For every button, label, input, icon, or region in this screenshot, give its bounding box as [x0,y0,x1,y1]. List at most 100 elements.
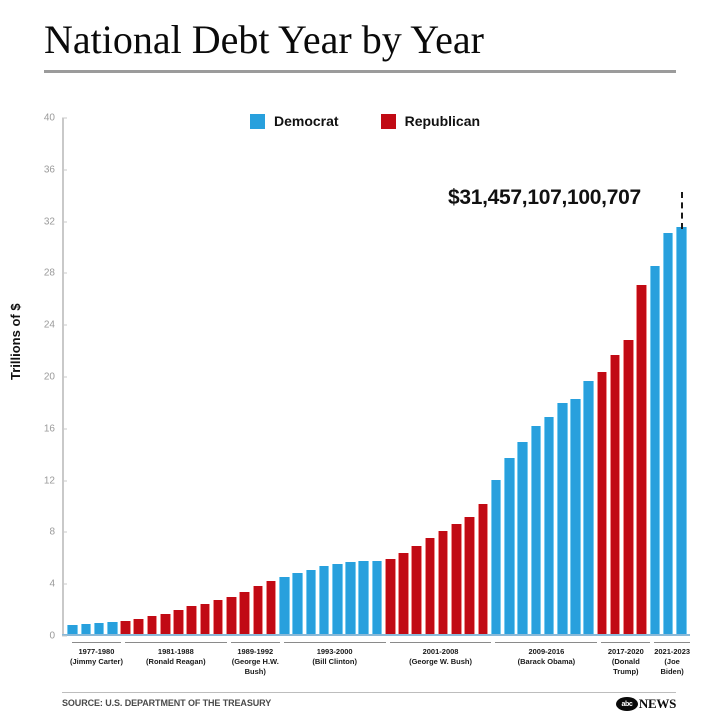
bar-1983[interactable] [146,616,158,634]
x-group-president: (George H.W. Bush) [231,657,279,676]
y-tick-label: 4 [49,578,55,590]
bar-2015[interactable] [570,398,581,634]
y-tick-label: 36 [43,164,55,176]
bar-2006[interactable] [451,523,462,634]
x-group-years: 2017-2020 [607,647,644,656]
y-tick-mark [62,272,67,274]
bar-1979[interactable] [93,623,105,634]
x-group-rule [230,642,280,643]
x-group-rule [389,642,492,643]
abc-news-logo: abc NEWS [615,696,676,712]
bar-1994[interactable] [292,573,303,634]
bar-2001[interactable] [384,558,396,634]
bar-2010[interactable] [504,458,515,634]
x-group-1: 1981-1988 (Ronald Reagan) [123,642,229,667]
x-group-4: 2001-2008 (George W. Bush) [388,642,494,667]
bar-1989[interactable] [226,596,237,634]
debt-value-annotation: $31,457,107,100,707 [448,186,641,209]
bar-1978[interactable] [80,623,92,634]
bar-2013[interactable] [543,417,555,634]
legend-item-republican: Republican [380,113,481,129]
bar-2022[interactable] [662,233,674,634]
bar-2003[interactable] [411,546,422,634]
bar-2016[interactable] [583,380,595,634]
bar-1996[interactable] [318,566,330,634]
x-group-years: 1993-2000 [316,647,353,656]
x-group-rule [283,642,386,643]
legend-label: Republican [404,113,481,129]
chart-legend: Democrat Republican [250,113,480,129]
bar-2020[interactable] [636,285,647,634]
x-group-years: 1989-1992 [237,647,274,656]
footer-divider [62,692,676,693]
bar-1985[interactable] [173,610,184,634]
republican-swatch [380,113,396,129]
bar-2009[interactable] [490,479,502,634]
y-tick-label: 12 [43,475,55,487]
x-group-rule [654,642,690,643]
bar-1999[interactable] [358,560,370,634]
bar-1987[interactable] [199,603,211,634]
bar-1980[interactable] [107,622,118,634]
x-group-7: 2021-2023 (Joe Biden) [652,642,692,677]
y-tick-mark [62,428,67,430]
bar-1995[interactable] [305,569,317,634]
x-group-2: 1989-1992 (George H.W. Bush) [229,642,282,677]
bar-1988[interactable] [212,600,224,634]
page-title: National Debt Year by Year [44,17,484,62]
x-group-rule [72,642,121,643]
x-group-president: (Joe Biden) [660,657,684,676]
bar-2018[interactable] [609,355,621,634]
bar-2011[interactable] [517,442,528,634]
bar-2023[interactable] [676,226,687,634]
y-axis-label: Trillions of $ [8,303,23,380]
y-tick-mark [62,635,67,637]
x-group-rule [601,642,651,643]
x-group-years: 2021-2023 [654,647,691,656]
bar-1984[interactable] [159,613,171,634]
bar-2002[interactable] [398,553,409,634]
y-tick-mark [62,221,67,223]
bar-1981[interactable] [120,621,131,634]
bar-2017[interactable] [596,371,608,634]
x-group-rule [495,642,598,643]
bar-2019[interactable] [623,339,634,634]
x-axis-line [62,634,690,636]
bar-2014[interactable] [556,403,568,634]
x-group-president: (Donald Trump) [611,657,640,676]
y-tick-label: 20 [43,371,55,383]
y-tick-label: 16 [43,423,55,435]
bar-2000[interactable] [371,560,383,634]
bar-1990[interactable] [239,592,250,634]
y-tick-label: 32 [43,216,55,228]
bar-1982[interactable] [133,619,145,634]
x-group-years: 1981-1988 [157,647,194,656]
bar-1986[interactable] [186,606,197,634]
bar-2007[interactable] [464,517,475,634]
news-wordmark: NEWS [638,696,676,711]
x-group-6: 2017-2020 (Donald Trump) [599,642,652,677]
bar-1993[interactable] [279,576,290,634]
y-tick-label: 0 [49,630,55,642]
y-tick-label: 8 [49,526,55,538]
bar-1998[interactable] [345,562,356,634]
democrat-swatch [250,113,265,129]
bar-1977[interactable] [67,624,78,634]
bar-1991[interactable] [252,586,264,634]
bar-1992[interactable] [265,581,277,634]
bar-2021[interactable] [649,265,661,634]
x-group-president: (Bill Clinton) [312,657,357,666]
annotation-leader-line [681,192,684,229]
legend-label: Democrat [274,113,339,129]
y-tick-mark [62,117,67,119]
bar-1997[interactable] [332,563,343,634]
bar-2005[interactable] [437,531,449,634]
bar-2008[interactable] [477,504,489,634]
x-group-5: 2009-2016 (Barack Obama) [493,642,599,667]
bar-2004[interactable] [424,538,436,634]
y-tick-mark [62,480,67,482]
x-group-0: 1977-1980 (Jimmy Carter) [70,642,123,667]
y-tick-label: 24 [43,319,55,331]
bar-2012[interactable] [530,425,542,634]
